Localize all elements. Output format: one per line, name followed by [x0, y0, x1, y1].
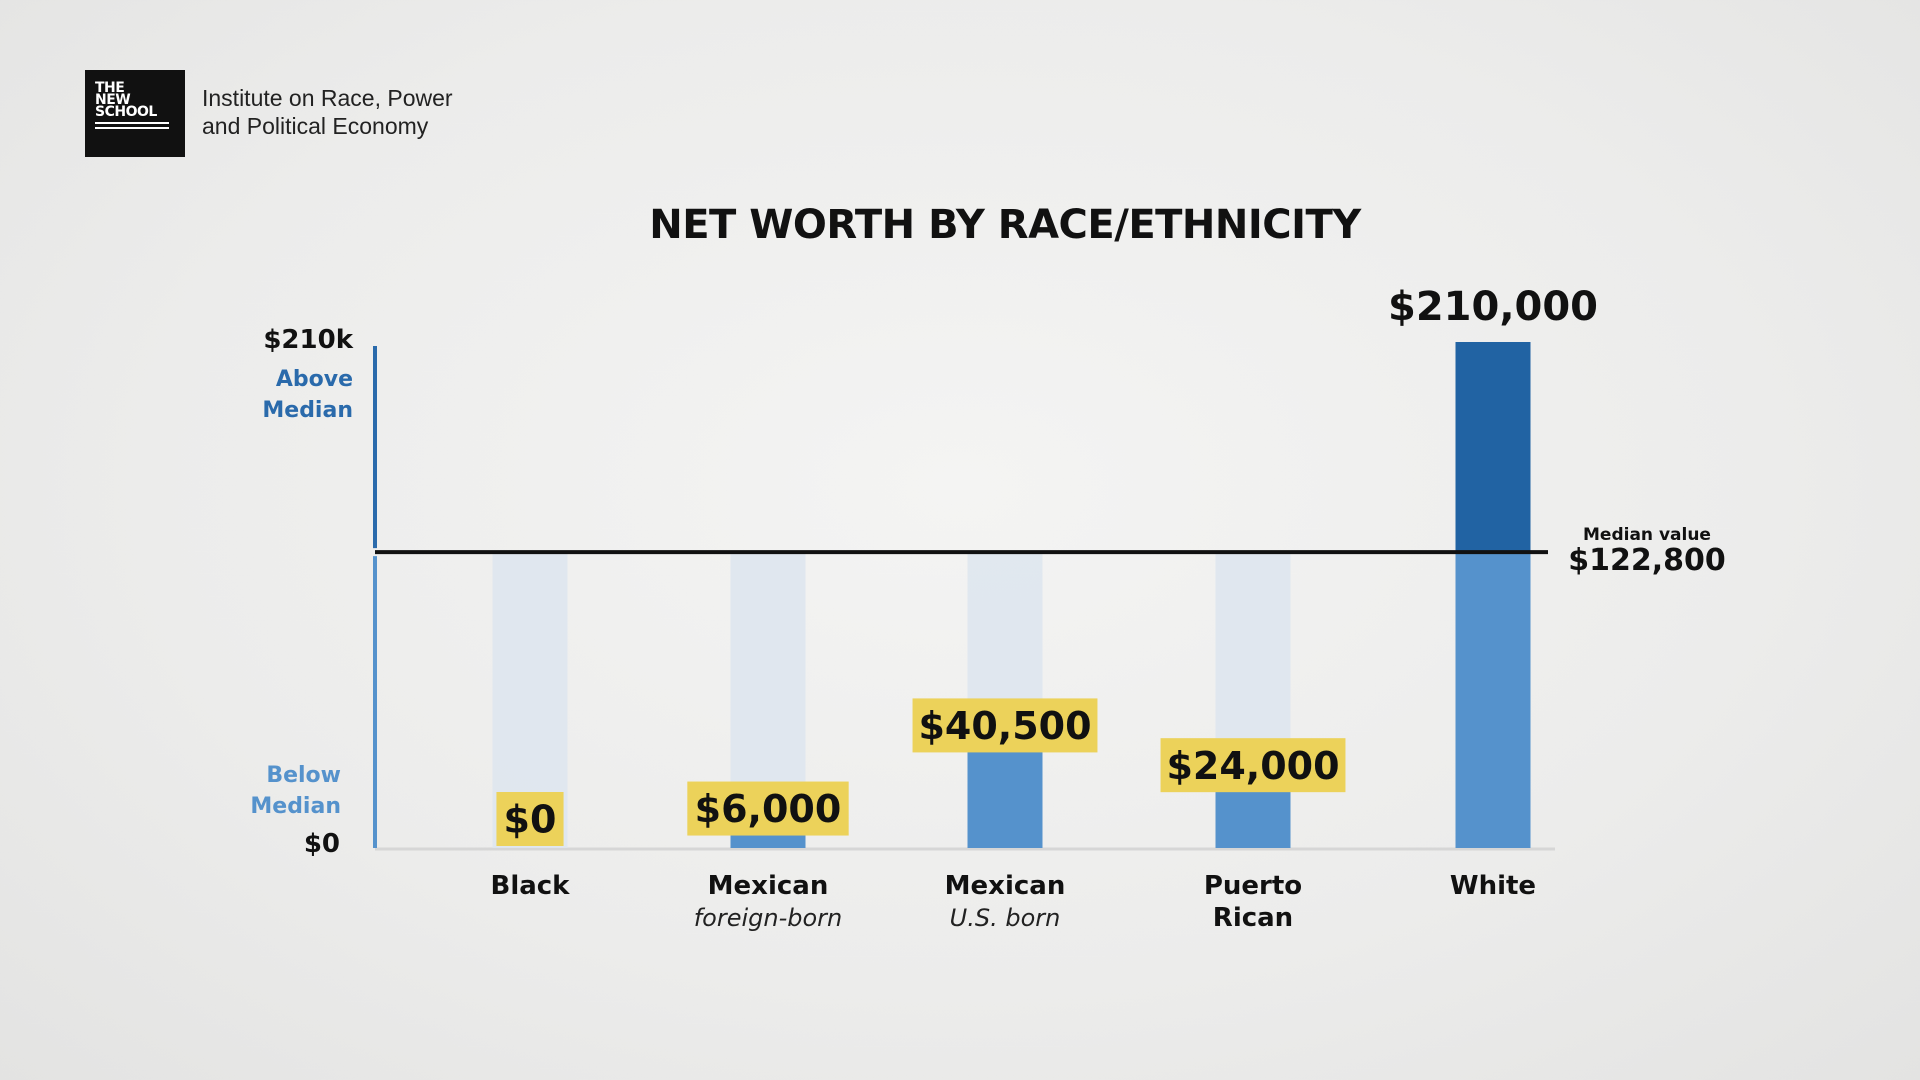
data-label-highlight [687, 781, 849, 836]
data-label: $6,000 [695, 787, 842, 831]
data-label-highlight [912, 698, 1098, 753]
below-median-label: Median [250, 794, 341, 819]
category-label: Mexican [945, 871, 1066, 901]
above-median-label: Above [276, 367, 353, 392]
logo-rule-2 [95, 127, 169, 129]
above-median-label: Median [262, 398, 353, 423]
data-label: $40,500 [918, 704, 1091, 748]
logo-line-1: THE [95, 80, 125, 96]
below-median-label: Below [266, 763, 341, 788]
data-label-highlight [496, 792, 564, 846]
median-caption: Median value [1583, 525, 1711, 545]
institute-name: Institute on Race, Power and Political E… [202, 84, 453, 140]
category-sublabel: U.S. born [950, 904, 1061, 932]
institute-line-1: Institute on Race, Power [202, 85, 453, 111]
median-value-label: $122,800 [1568, 543, 1726, 578]
bar-above-median [1455, 342, 1531, 553]
y-bottom-tick-label: $0 [304, 829, 340, 859]
institute-line-2: and Political Economy [202, 113, 429, 139]
bar-below-median [1455, 552, 1531, 848]
new-school-logo: THE NEW SCHOOL [85, 70, 185, 157]
category-label: White [1450, 871, 1536, 901]
y-top-tick-label: $210k [263, 325, 353, 355]
category-label: Black [491, 871, 571, 901]
category-label: Mexican [708, 871, 829, 901]
chart-title: NET WORTH BY RACE/ETHNICITY [649, 202, 1361, 248]
data-label-highlight [1160, 738, 1346, 793]
bar [967, 750, 1043, 848]
bar [1215, 790, 1291, 848]
category-label: Rican [1213, 903, 1293, 933]
logo-line-2: NEW [95, 92, 131, 108]
bar [730, 833, 806, 848]
data-label: $24,000 [1166, 744, 1339, 788]
logo-rule [95, 122, 169, 124]
category-label: Puerto [1204, 871, 1302, 901]
data-label: $210,000 [1388, 284, 1598, 330]
category-sublabel: foreign-born [694, 904, 843, 932]
logo-line-3: SCHOOL [95, 104, 157, 120]
data-label: $0 [504, 798, 557, 842]
